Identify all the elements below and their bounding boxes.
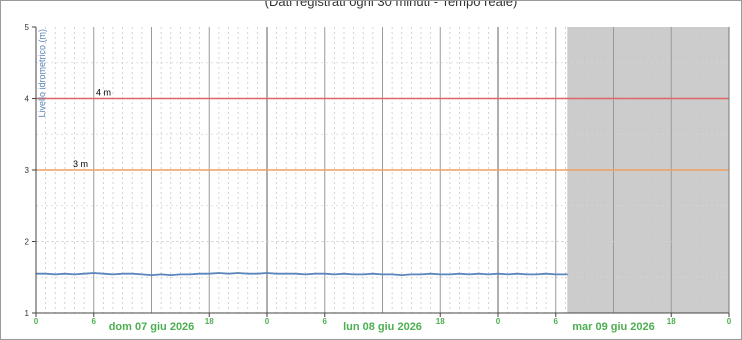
y-tick-label: 1 [25,309,30,318]
y-tick-label: 5 [25,23,30,32]
data-point [170,274,172,276]
data-point [420,273,422,275]
data-point [54,273,56,275]
data-point [314,273,316,275]
data-point [478,273,480,275]
data-point [324,273,326,275]
x-tick-label: 6 [323,317,328,326]
data-point [439,273,441,275]
data-point [131,273,133,275]
data-point [535,273,538,275]
data-point [102,273,104,275]
y-tick-label: 4 [25,95,30,104]
data-point [410,273,412,275]
data-point [430,273,432,275]
data-point [208,273,210,275]
data-point [189,273,191,275]
data-point [353,273,355,275]
data-point [141,273,143,275]
day-label: mar 09 giu 2026 [572,321,655,333]
series-line [36,272,568,277]
day-label: lun 08 giu 2026 [343,321,422,333]
threshold-label: 4 m [96,88,111,98]
day-label: dom 07 giu 2026 [109,321,195,333]
data-point [122,273,124,275]
data-point [458,273,461,275]
y-axis-label: Livello idrometrico (m) [37,29,47,118]
x-tick-label: 18 [667,317,676,326]
x-tick-label: 0 [727,317,732,326]
x-tick-label: 6 [92,317,97,326]
data-point [295,273,297,275]
y-tick-label: 3 [25,166,30,175]
x-tick-label: 0 [34,317,39,326]
data-point [160,273,162,275]
x-tick-label: 0 [265,317,270,326]
data-point [516,273,518,275]
x-tick-label: 0 [496,317,501,326]
data-point [372,273,374,275]
x-tick-label: 6 [554,317,559,326]
data-point [526,273,528,275]
data-point [545,273,547,275]
data-point [487,273,489,275]
data-point [381,273,384,275]
data-point [256,273,258,275]
data-point [343,273,345,275]
data-point [45,273,47,275]
y-tick-label: 2 [25,238,30,247]
x-tick-label: 18 [436,317,445,326]
data-point [247,273,249,275]
data-point [468,273,470,275]
data-point [566,273,568,275]
data-point [266,272,268,274]
data-point [150,274,153,276]
data-point [179,273,181,275]
data-point [362,273,364,275]
data-point [285,273,287,275]
data-point [333,273,335,275]
data-point [93,272,95,274]
data-point [112,273,114,275]
data-point [449,273,451,275]
data-point [73,273,76,275]
x-tick-label: 18 [205,317,214,326]
chart-caption: (Dati registrati ogni 30 minuti - Tempo … [264,0,518,9]
data-point [199,273,201,275]
data-point [83,273,85,275]
data-point [555,273,557,275]
data-point [391,273,393,275]
data-point [237,272,239,274]
data-point [304,273,307,275]
data-point [64,273,66,275]
data-point [276,273,278,275]
data-point [218,272,220,274]
data-point [497,273,499,275]
data-point [507,273,509,275]
data-point [227,273,230,275]
data-point [401,274,403,276]
threshold-label: 3 m [73,159,88,169]
